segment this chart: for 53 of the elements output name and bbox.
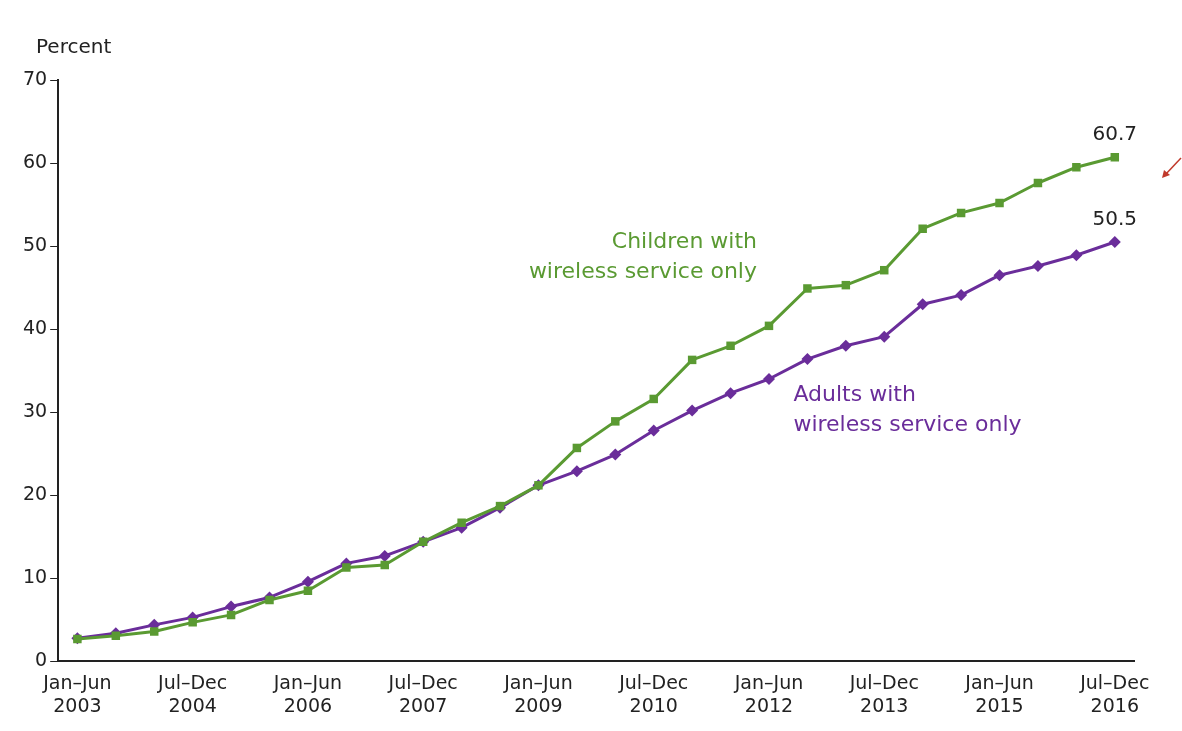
point: [762, 373, 775, 386]
y-tick-label: 30: [22, 399, 48, 422]
y-tick-label: 40: [22, 316, 48, 339]
point: [686, 404, 699, 417]
x-tick-label: Jul–Dec 2013: [848, 670, 919, 716]
point: [995, 198, 1004, 208]
y-tick-label: 70: [22, 66, 48, 89]
point: [1031, 260, 1044, 273]
x-tick-label: Jan–Jun 2015: [964, 670, 1034, 716]
x-tick-label: Jan–Jun 2012: [733, 670, 804, 716]
point: [726, 341, 735, 351]
point: [111, 631, 121, 640]
point: [149, 627, 159, 636]
y-tick-label: 10: [22, 565, 48, 588]
data-label: 50.5: [1092, 206, 1138, 231]
x-tick-label: Jul–Dec 2016: [1079, 670, 1150, 716]
point: [839, 339, 852, 352]
point: [1070, 249, 1083, 262]
point: [265, 595, 274, 605]
point: [918, 224, 927, 233]
point: [993, 269, 1006, 282]
point: [1072, 162, 1081, 172]
point: [803, 284, 812, 293]
y-tick-label: 50: [22, 233, 48, 256]
series-label: Adults with wireless service only: [793, 381, 1022, 437]
point: [570, 465, 583, 478]
point: [378, 549, 391, 562]
point: [1108, 235, 1121, 248]
point: [611, 417, 620, 426]
y-axis-title: Percent: [36, 34, 112, 59]
point: [457, 518, 466, 527]
x-tick-label: Jan–Jun 2003: [42, 670, 112, 716]
point: [724, 387, 737, 400]
point: [916, 298, 929, 311]
point: [878, 330, 891, 343]
y-tick-label: 20: [22, 482, 48, 505]
x-tick-label: Jul–Dec 2004: [157, 670, 228, 716]
x-tick-label: Jan–Jun 2006: [272, 670, 343, 716]
point: [609, 448, 622, 461]
point: [188, 618, 197, 627]
point: [801, 353, 814, 366]
point: [647, 424, 660, 437]
point: [342, 563, 351, 572]
series-label: Children with wireless service only: [528, 227, 757, 283]
point: [649, 394, 658, 404]
y-tick-label: 60: [22, 149, 48, 172]
point: [301, 575, 314, 588]
x-tick-label: Jul–Dec 2010: [618, 670, 689, 716]
data-label: 60.7: [1092, 121, 1138, 146]
y-tick-label: 0: [35, 648, 48, 671]
point: [955, 289, 968, 302]
x-tick-label: Jul–Dec 2007: [387, 670, 458, 716]
x-tick-label: Jan–Jun 2009: [503, 670, 573, 716]
